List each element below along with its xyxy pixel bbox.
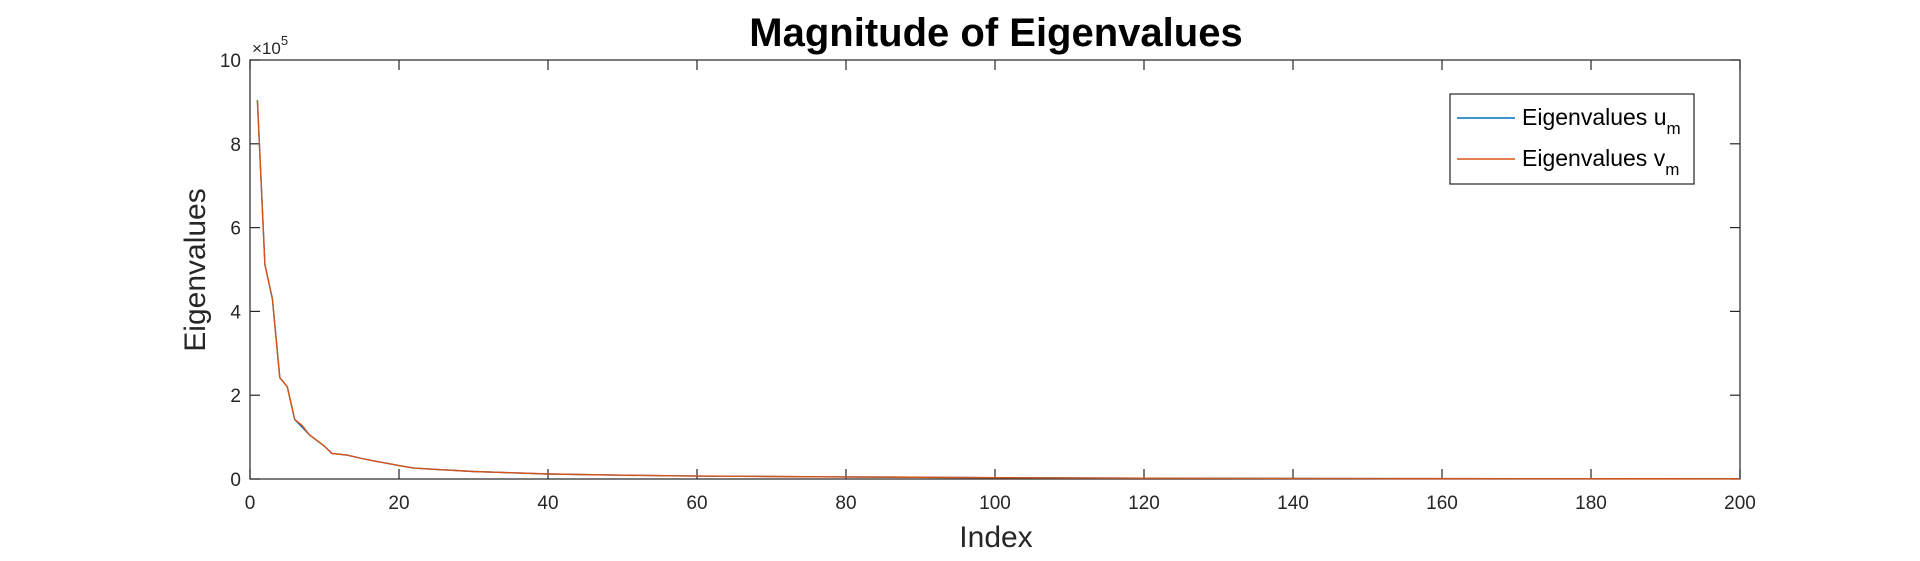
x-tick-label: 60 xyxy=(686,493,707,514)
legend-label-2: Eigenvalues vm xyxy=(1522,145,1679,179)
y-tick-label: 2 xyxy=(230,386,241,407)
x-tick-label: 100 xyxy=(979,493,1011,514)
x-tick-label: 0 xyxy=(245,493,256,514)
chart-title: Magnitude of Eigenvalues xyxy=(749,11,1242,55)
series-lines xyxy=(256,100,1741,480)
y-tick-label: 0 xyxy=(230,470,241,491)
legend: Eigenvalues um Eigenvalues vm xyxy=(1449,93,1695,185)
y-tick-label: 10 xyxy=(220,51,241,72)
x-axis-label: Index xyxy=(959,521,1032,554)
x-tick-label: 160 xyxy=(1426,493,1458,514)
legend-box xyxy=(1449,93,1695,185)
y-axis-exponent: ×105 xyxy=(252,33,288,58)
y-tick-label: 4 xyxy=(230,302,241,323)
x-tick-label: 180 xyxy=(1575,493,1607,514)
x-tick-label: 40 xyxy=(537,493,558,514)
x-tick-label: 20 xyxy=(388,493,409,514)
legend-label-1: Eigenvalues um xyxy=(1522,104,1681,138)
y-axis-label: Eigenvalues xyxy=(179,188,212,351)
y-tick-label: 6 xyxy=(230,219,241,240)
x-tick-label: 120 xyxy=(1128,493,1160,514)
x-tick-label: 140 xyxy=(1277,493,1309,514)
y-tick-label: 8 xyxy=(230,135,241,156)
x-tick-label: 80 xyxy=(835,493,856,514)
y-axis-ticks: 0 2 4 6 8 10 xyxy=(220,51,1740,491)
x-axis-ticks: 0 20 40 60 80 100 120 140 160 180 200 xyxy=(245,60,1756,514)
series-line-2 xyxy=(256,100,1741,480)
x-tick-label: 200 xyxy=(1724,493,1756,514)
